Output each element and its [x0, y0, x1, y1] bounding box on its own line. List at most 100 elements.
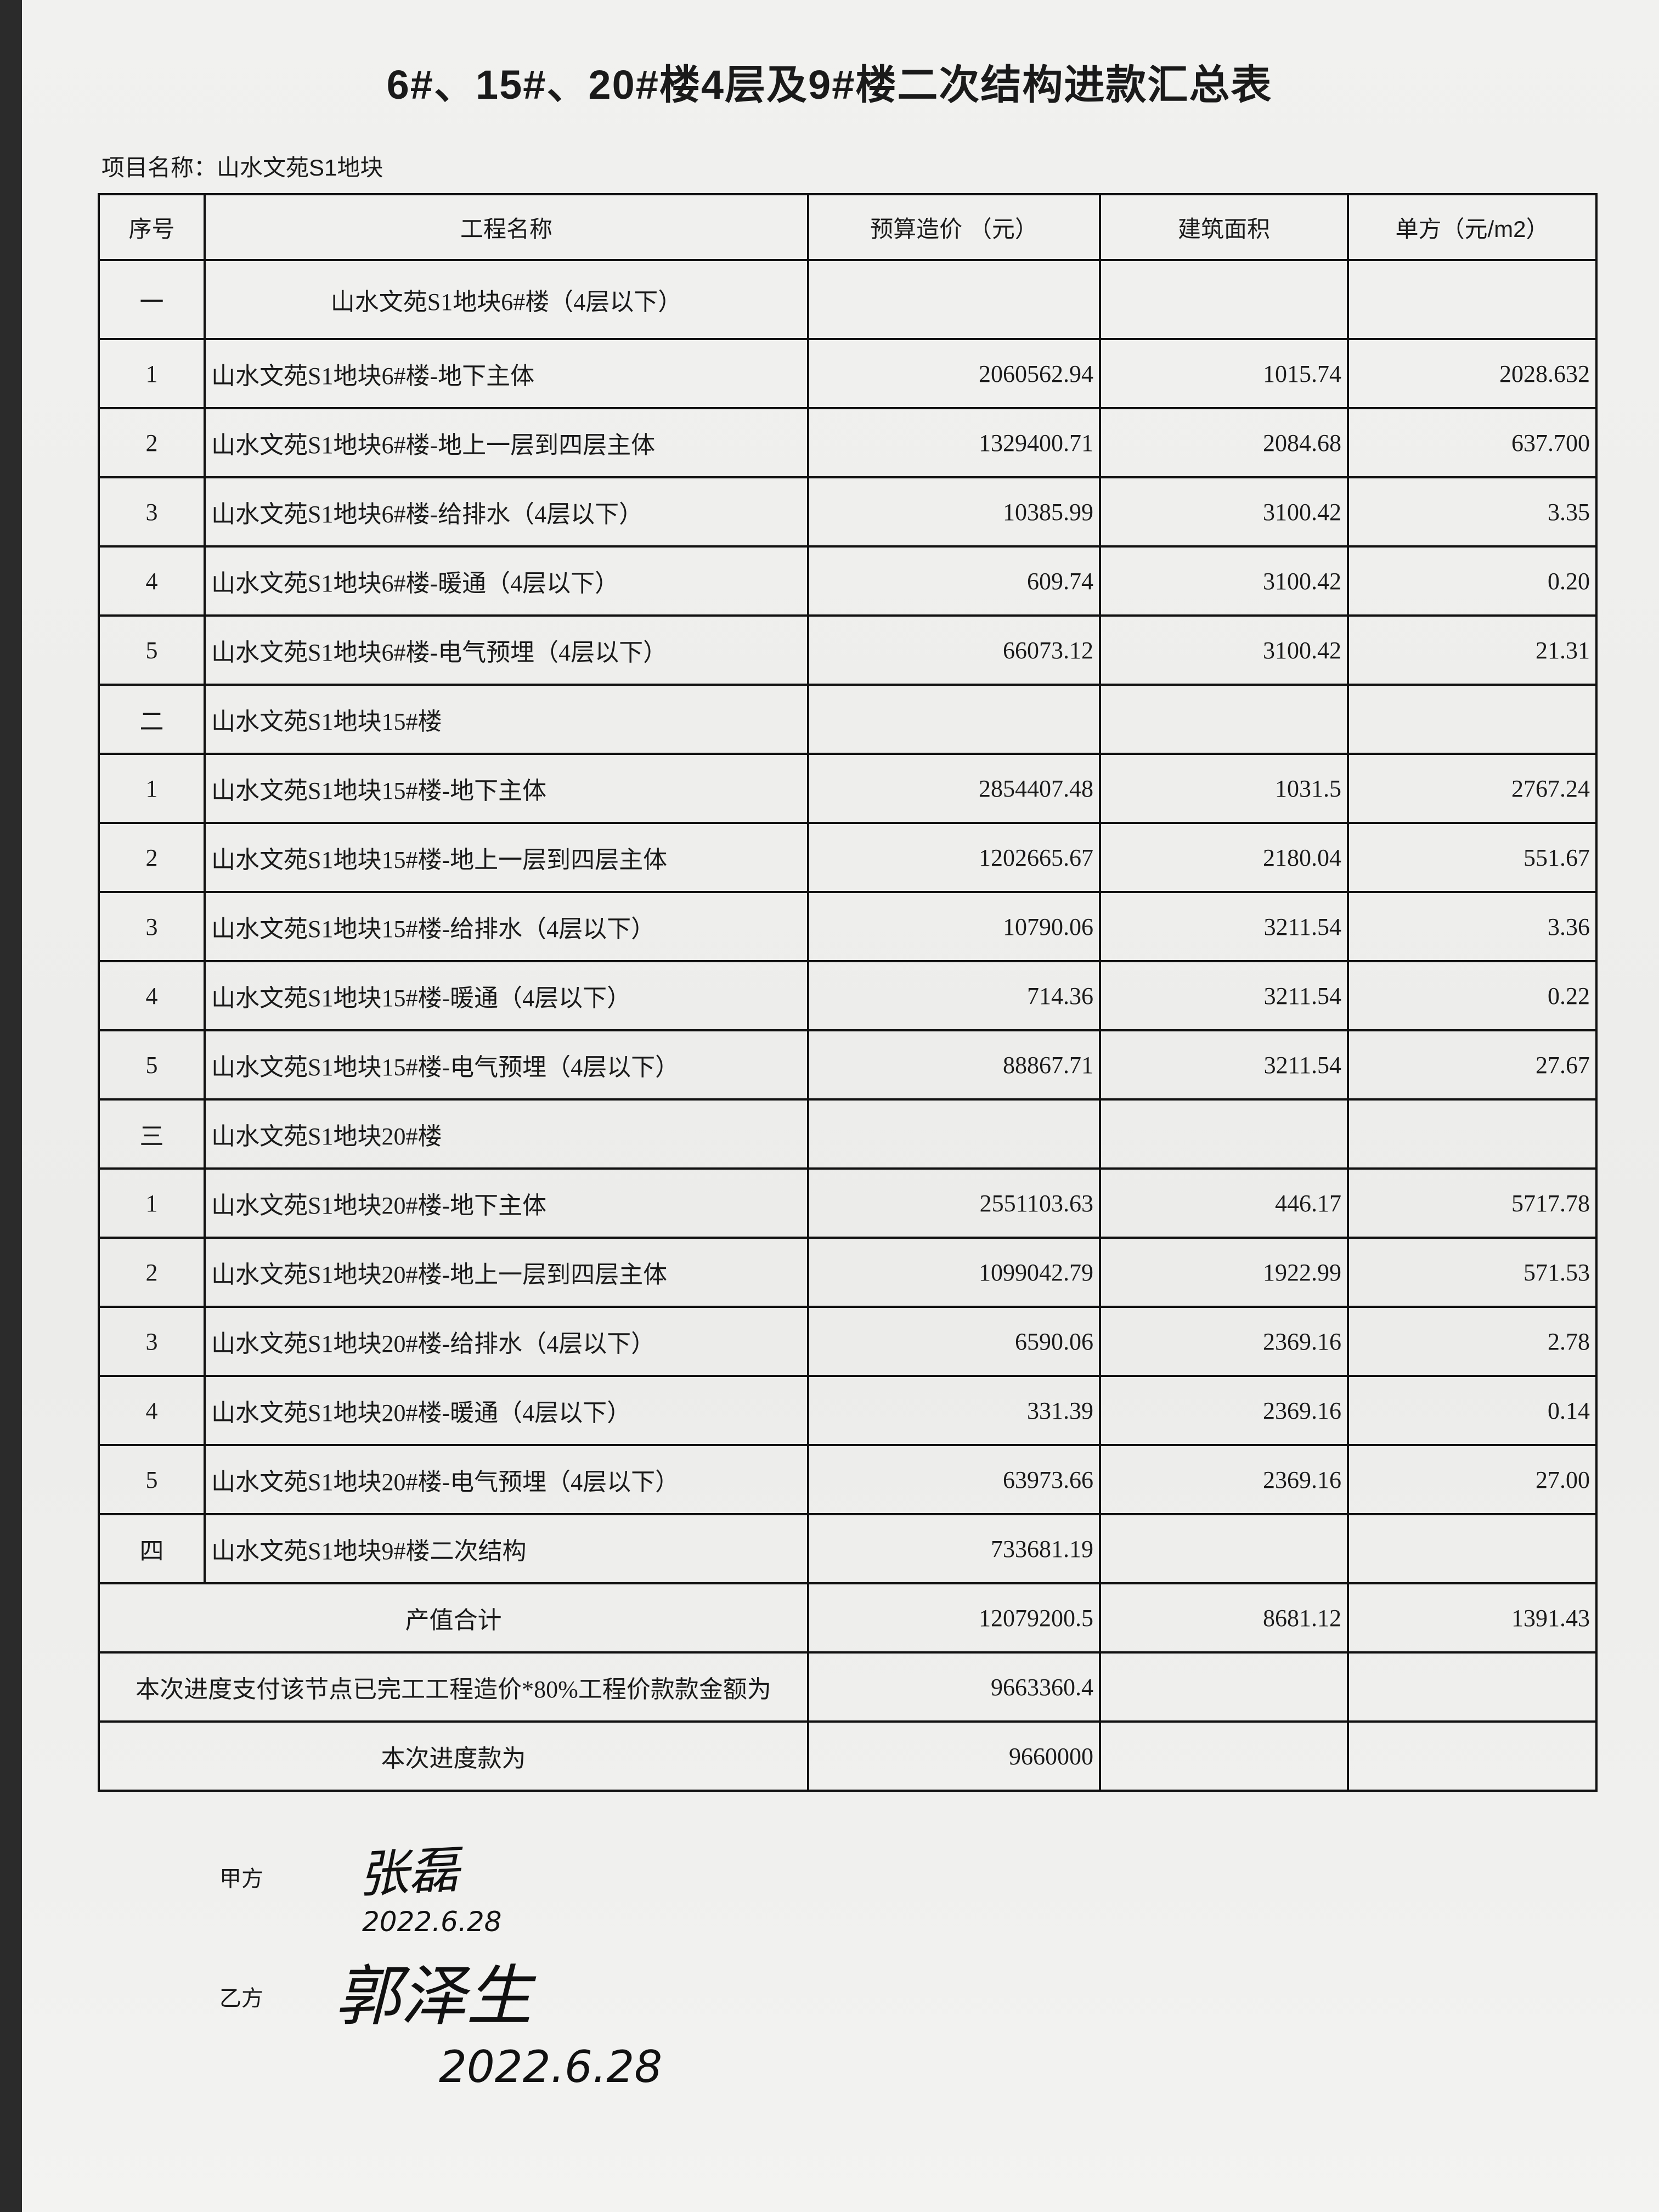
unit-price: 2.78	[1347, 1306, 1598, 1377]
building-area: 3100.42	[1099, 476, 1349, 548]
building-area: 2084.68	[1099, 407, 1349, 478]
project-name: 项目名称：山水文苑S1地块	[101, 155, 383, 180]
budget-cost: 88867.71	[807, 1029, 1101, 1101]
project-item-name: 山水文苑S1地块20#楼-电气预埋（4层以下）	[204, 1444, 809, 1515]
row-number: 2	[98, 822, 206, 893]
budget-cost: 733681.19	[807, 1513, 1101, 1584]
project-item-name: 山水文苑S1地块6#楼-地上一层到四层主体	[204, 407, 809, 478]
project-item-name: 山水文苑S1地块15#楼-暖通（4层以下）	[204, 960, 809, 1031]
budget-cost: 1099042.79	[807, 1237, 1101, 1308]
building-area: 2369.16	[1099, 1375, 1349, 1446]
budget-cost: 609.74	[807, 545, 1101, 617]
project-item-name: 山水文苑S1地块6#楼-给排水（4层以下）	[204, 476, 809, 548]
unit-price: 27.67	[1347, 1029, 1598, 1101]
header-cost: 预算造价 （元）	[807, 193, 1101, 261]
table-row: 4 山水文苑S1地块20#楼-暖通（4层以下） 331.39 2369.16 0.14	[98, 1375, 1598, 1446]
project-item-name: 山水文苑S1地块6#楼（4层以下）	[204, 259, 809, 340]
budget-cost: 2854407.48	[807, 753, 1101, 824]
unit-price	[1347, 1098, 1598, 1170]
party-b-label: 乙方	[219, 1987, 263, 2011]
building-area: 1015.74	[1099, 338, 1349, 409]
building-area: 3211.54	[1099, 960, 1349, 1031]
header-no: 序号	[98, 193, 206, 261]
project-item-name: 山水文苑S1地块20#楼-给排水（4层以下）	[204, 1306, 809, 1377]
row-number: 5	[98, 614, 206, 686]
table-row: 4 山水文苑S1地块15#楼-暖通（4层以下） 714.36 3211.54 0.22	[98, 960, 1598, 1031]
project-item-name: 山水文苑S1地块6#楼-电气预埋（4层以下）	[204, 614, 809, 686]
project-item-name: 山水文苑S1地块15#楼	[204, 684, 809, 755]
building-area: 2180.04	[1099, 822, 1349, 893]
budget-cost: 66073.12	[807, 614, 1101, 686]
row-number: 4	[98, 960, 206, 1031]
page-title: 6#、15#、20#楼4层及9#楼二次结构进款汇总表	[386, 62, 1273, 108]
building-area: 3211.54	[1099, 891, 1349, 962]
building-area: 1922.99	[1099, 1237, 1349, 1308]
row-number: 二	[98, 684, 206, 755]
table-header-row: 序号 工程名称 预算造价 （元） 建筑面积 单方（元/m2）	[98, 193, 1598, 261]
summary-unit-price	[1347, 1651, 1598, 1723]
row-number: 3	[98, 1306, 206, 1377]
table-row: 2 山水文苑S1地块6#楼-地上一层到四层主体 1329400.71 2084.68 6…	[98, 407, 1598, 478]
unit-price: 571.53	[1347, 1237, 1598, 1308]
budget-cost: 6590.06	[807, 1306, 1101, 1377]
summary-unit-price: 1391.43	[1347, 1582, 1598, 1654]
table-row: 一山水文苑S1地块6#楼（4层以下）	[98, 259, 1598, 340]
header-area: 建筑面积	[1099, 193, 1349, 261]
summary-label: 产值合计	[98, 1582, 809, 1654]
summary-label: 本次进度支付该节点已完工工程造价*80%工程价款款金额为	[98, 1651, 809, 1723]
project-item-name: 山水文苑S1地块15#楼-地上一层到四层主体	[204, 822, 809, 893]
table-row: 1 山水文苑S1地块6#楼-地下主体 2060562.94 1015.74 2028.6…	[98, 338, 1598, 409]
table-row: 4 山水文苑S1地块6#楼-暖通（4层以下） 609.74 3100.42 0.20	[98, 545, 1598, 617]
summary-cost: 9663360.4	[807, 1651, 1101, 1723]
svg-text:郭泽生: 郭泽生	[335, 1959, 537, 2035]
summary-label: 本次进度款为	[98, 1720, 809, 1792]
table-row: 四山水文苑S1地块9#楼二次结构 733681.19	[98, 1513, 1598, 1584]
header-unit-price: 单方（元/m2）	[1347, 193, 1598, 261]
unit-price	[1347, 684, 1598, 755]
building-area: 3100.42	[1099, 545, 1349, 617]
budget-cost	[807, 684, 1101, 755]
row-number: 四	[98, 1513, 206, 1584]
building-area	[1099, 1513, 1349, 1584]
building-area: 2369.16	[1099, 1444, 1349, 1515]
building-area: 3211.54	[1099, 1029, 1349, 1101]
table-row: 3 山水文苑S1地块15#楼-给排水（4层以下） 10790.06 3211.54 3.…	[98, 891, 1598, 962]
row-number: 2	[98, 1237, 206, 1308]
budget-cost: 1329400.71	[807, 407, 1101, 478]
building-area: 2369.16	[1099, 1306, 1349, 1377]
row-number: 3	[98, 891, 206, 962]
summary-row: 产值合计 12079200.5 8681.12 1391.43	[98, 1582, 1598, 1654]
project-item-name: 山水文苑S1地块15#楼-电气预埋（4层以下）	[204, 1029, 809, 1101]
unit-price: 5717.78	[1347, 1167, 1598, 1239]
table-row: 5 山水文苑S1地块15#楼-电气预埋（4层以下） 88867.71 3211.54 2…	[98, 1029, 1598, 1101]
header-name: 工程名称	[204, 193, 809, 261]
budget-cost: 2551103.63	[807, 1167, 1101, 1239]
unit-price	[1347, 1513, 1598, 1584]
unit-price: 0.14	[1347, 1375, 1598, 1446]
row-number: 4	[98, 545, 206, 617]
summary-row: 本次进度支付该节点已完工工程造价*80%工程价款款金额为 9663360.4	[98, 1651, 1598, 1723]
table-row: 2 山水文苑S1地块15#楼-地上一层到四层主体 1202665.67 2180.04…	[98, 822, 1598, 893]
project-item-name: 山水文苑S1地块9#楼二次结构	[204, 1513, 809, 1584]
unit-price: 3.35	[1347, 476, 1598, 548]
budget-cost: 10385.99	[807, 476, 1101, 548]
summary-row: 本次进度款为 9660000	[98, 1720, 1598, 1792]
summary-area: 8681.12	[1099, 1582, 1349, 1654]
project-item-name: 山水文苑S1地块6#楼-暖通（4层以下）	[204, 545, 809, 617]
table-row: 1 山水文苑S1地块20#楼-地下主体 2551103.63 446.17 5717.7…	[98, 1167, 1598, 1239]
project-item-name: 山水文苑S1地块15#楼-给排水（4层以下）	[204, 891, 809, 962]
row-number: 1	[98, 753, 206, 824]
svg-text:张磊: 张磊	[357, 1840, 465, 1904]
party-a-label: 甲方	[219, 1867, 263, 1891]
svg-text:2022.6.28: 2022.6.28	[439, 2041, 662, 2092]
unit-price: 551.67	[1347, 822, 1598, 893]
building-area: 1031.5	[1099, 753, 1349, 824]
budget-cost: 63973.66	[807, 1444, 1101, 1515]
budget-cost: 331.39	[807, 1375, 1101, 1446]
unit-price: 2028.632	[1347, 338, 1598, 409]
project-item-name: 山水文苑S1地块15#楼-地下主体	[204, 753, 809, 824]
row-number: 三	[98, 1098, 206, 1170]
table-row: 3 山水文苑S1地块20#楼-给排水（4层以下） 6590.06 2369.16 2.7…	[98, 1306, 1598, 1377]
building-area: 3100.42	[1099, 614, 1349, 686]
unit-price: 0.22	[1347, 960, 1598, 1031]
